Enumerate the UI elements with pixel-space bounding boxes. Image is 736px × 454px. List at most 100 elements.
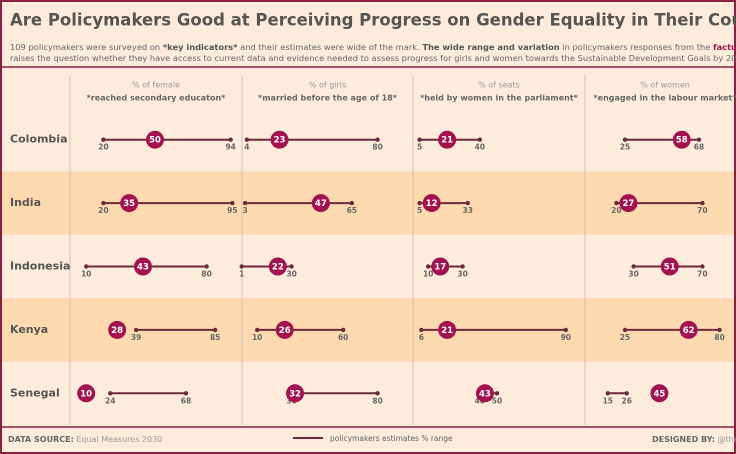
high-label: 94 xyxy=(225,143,235,152)
low-label: 25 xyxy=(620,143,630,152)
actual-label: 23 xyxy=(274,136,286,146)
low-label: 40 xyxy=(475,396,485,405)
range-low xyxy=(614,200,619,206)
low-label: 1 xyxy=(239,270,244,279)
high-label: 33 xyxy=(463,206,473,215)
range-high xyxy=(230,200,235,206)
range-low xyxy=(101,200,106,206)
panel-title: *reached secondary educaton* xyxy=(87,94,227,103)
subtitle-line: raises the question whether they have ac… xyxy=(10,53,736,63)
rows: Colombia India Indonesia Kenya Senegal % of f… xyxy=(2,75,736,425)
high-label: 80 xyxy=(201,270,211,279)
range-low xyxy=(426,264,431,269)
low-label: 24 xyxy=(105,396,115,405)
actual-label: 21 xyxy=(441,326,453,336)
range-low xyxy=(417,200,422,206)
range-low xyxy=(242,200,248,206)
source-label: DATA SOURCE: xyxy=(8,435,74,444)
actual-dot xyxy=(133,257,152,276)
high-label: 65 xyxy=(347,206,357,215)
range-high xyxy=(349,200,354,206)
low-label: 39 xyxy=(131,333,141,342)
actual-label: 50 xyxy=(149,136,161,146)
subtitle-part: The wide range and variation xyxy=(422,42,559,52)
range-high xyxy=(204,264,209,269)
high-label: 68 xyxy=(694,143,704,152)
title: Are Policymakers Good at Perceiving Prog… xyxy=(10,11,736,30)
country-label: Indonesia xyxy=(10,260,70,273)
range-high xyxy=(228,137,233,142)
panel-label: % of seats xyxy=(478,81,520,90)
subtitle: 109 policymakers were surveyed on *key i… xyxy=(10,42,736,63)
subtitle-part: raises the question whether they have ac… xyxy=(10,53,736,63)
range-high xyxy=(700,264,705,269)
range-high xyxy=(460,264,465,269)
actual-dot xyxy=(108,320,127,339)
high-label: 40 xyxy=(475,143,485,152)
range-low xyxy=(605,391,610,396)
range-high xyxy=(563,327,568,333)
range-low xyxy=(133,327,139,333)
actual-dot xyxy=(311,194,330,213)
subtitle-part: in policymakers responses from the xyxy=(560,42,713,52)
low-label: 6 xyxy=(419,333,424,342)
designer-label: DESIGNED BY: xyxy=(652,435,715,444)
high-label: 70 xyxy=(697,270,707,279)
high-label: 80 xyxy=(372,143,382,152)
subtitle-part: factually correct answ xyxy=(713,42,736,52)
actual-dot xyxy=(619,194,638,213)
low-label: 10 xyxy=(423,270,433,279)
range-high xyxy=(696,137,702,142)
panel-label: % of female xyxy=(132,81,180,90)
low-label: 10 xyxy=(81,270,91,279)
actual-label: 35 xyxy=(123,199,135,209)
low-label: 5 xyxy=(417,143,422,152)
country-label: Colombia xyxy=(10,133,68,146)
range-low xyxy=(622,137,628,142)
subtitle-part: 109 policymakers were surveyed on xyxy=(10,42,163,52)
high-label: 30 xyxy=(286,270,296,279)
actual-dot xyxy=(672,130,691,149)
range-low xyxy=(631,264,636,269)
low-label: 25 xyxy=(620,333,630,342)
range-low xyxy=(417,137,422,142)
range-high xyxy=(213,327,218,333)
subtitle-part: and their estimates were wide of the mar… xyxy=(237,42,422,52)
subtitle-part: *key indicators* xyxy=(163,42,238,52)
low-label: 5 xyxy=(417,206,422,215)
low-label: 20 xyxy=(611,206,621,215)
actual-dot xyxy=(422,194,441,213)
actual-dot xyxy=(660,257,679,276)
actual-dot xyxy=(431,257,450,276)
range-high xyxy=(341,327,346,333)
actual-label: 26 xyxy=(279,326,291,336)
actual-label: 51 xyxy=(664,263,676,273)
footer-designer: DESIGNED BY: @theviz xyxy=(652,435,736,444)
high-label: 30 xyxy=(457,270,467,279)
low-label: 10 xyxy=(252,333,262,342)
country-label: India xyxy=(10,196,41,209)
range-low xyxy=(622,327,628,333)
country-label: Senegal xyxy=(10,386,60,399)
high-label: 68 xyxy=(181,396,191,405)
designer: @theviz xyxy=(718,435,736,444)
actual-dot xyxy=(438,320,457,339)
range-high xyxy=(289,264,294,269)
range-low xyxy=(419,327,424,333)
panel-title: *married before the age of 18* xyxy=(258,94,398,103)
low-label: 3 xyxy=(243,206,248,215)
low-label: 20 xyxy=(98,143,108,152)
actual-label: 10 xyxy=(80,389,92,399)
footer-source: DATA SOURCE: Equal Measures 2030 xyxy=(8,435,162,444)
high-label: 70 xyxy=(697,206,707,215)
range-low xyxy=(239,264,244,269)
panel-label: % of girls xyxy=(309,81,346,90)
high-label: 95 xyxy=(227,206,237,215)
range-low xyxy=(244,137,250,142)
actual-dot xyxy=(650,384,669,403)
range-high xyxy=(477,137,482,142)
actual-dot xyxy=(679,320,698,339)
range-low xyxy=(84,264,89,269)
high-label: 85 xyxy=(210,333,220,342)
range-high xyxy=(465,200,470,206)
